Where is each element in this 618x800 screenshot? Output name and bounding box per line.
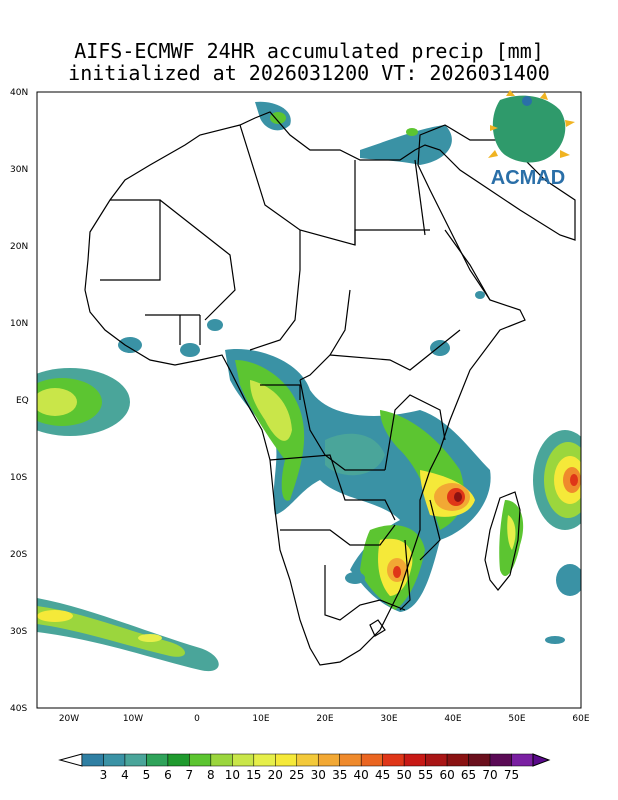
lon-tick-40e: 40E: [444, 714, 461, 724]
lon-tick-labels: 20W 10W 0 10E 20E 30E 40E 50E 60E: [59, 714, 590, 724]
colorbar-level-label: 15: [246, 768, 261, 782]
colorbar-swatch: [489, 753, 512, 767]
colorbar-level-label: 70: [482, 768, 497, 782]
colorbar-level-label: 75: [504, 768, 519, 782]
colorbar-level-label: 30: [311, 768, 326, 782]
colorbar-level-label: 25: [289, 768, 304, 782]
colorbar: 3 4 5 6 7 8 10 15 20 25 30 35 40 45 50 55 60 65 70 75: [58, 753, 551, 782]
colorbar-swatch: [511, 753, 534, 767]
lon-tick-0: 0: [194, 714, 200, 724]
colorbar-level-label: 6: [164, 768, 172, 782]
lat-tick-30s: 30S: [10, 627, 27, 637]
lon-tick-30e: 30E: [380, 714, 397, 724]
acmad-logo: ACMAD: [488, 90, 575, 189]
colorbar-level-label: 55: [418, 768, 433, 782]
precip-area-atlantic: [37, 368, 130, 436]
colorbar-level-label: 4: [121, 768, 129, 782]
colorbar-swatch: [81, 753, 104, 767]
colorbar-level-label: 35: [332, 768, 347, 782]
lat-tick-10s: 10S: [10, 473, 27, 483]
colorbar-level-label: 8: [207, 768, 215, 782]
precip-field: [37, 101, 581, 672]
colorbar-arrow-low: [58, 753, 83, 767]
colorbar-swatch: [446, 753, 469, 767]
precip-area-botswana: [345, 572, 365, 584]
colorbar-swatch: [210, 753, 233, 767]
lat-tick-40n: 40N: [10, 88, 28, 98]
lat-tick-labels: 40N 30N 20N 10N EQ 10S 20S 30S 40S: [10, 88, 29, 714]
lat-tick-40s: 40S: [10, 704, 27, 714]
lon-tick-20w: 20W: [59, 714, 79, 724]
precip-area-southern-ocean: [545, 636, 565, 644]
madagascar-outline: [484, 491, 521, 591]
colorbar-swatch: [296, 753, 319, 767]
colorbar-swatch: [103, 753, 126, 767]
colorbar-level-label: 50: [397, 768, 412, 782]
plot-frame: [36, 91, 582, 709]
coastlines: [84, 111, 576, 666]
precip-area-yemen: [475, 291, 485, 299]
colorbar-level-label: 45: [375, 768, 390, 782]
colorbar-swatch: [317, 753, 340, 767]
lat-tick-30n: 30N: [10, 165, 28, 175]
colorbar-level-label: 5: [143, 768, 151, 782]
colorbar-swatch: [167, 753, 190, 767]
lon-tick-10w: 10W: [123, 714, 143, 724]
acmad-africa-logo-icon: [492, 95, 566, 163]
colorbar-swatch: [253, 753, 276, 767]
lat-tick-20s: 20S: [10, 550, 27, 560]
lat-tick-20n: 20N: [10, 242, 28, 252]
precip-area-mediterranean: [255, 101, 452, 165]
colorbar-swatch: [382, 753, 405, 767]
colorbar-swatch: [425, 753, 448, 767]
colorbar-level-label: 60: [439, 768, 454, 782]
colorbar-swatch: [339, 753, 362, 767]
colorbar-level-label: 65: [461, 768, 476, 782]
colorbar-swatch: [403, 753, 426, 767]
precip-area-west-africa-2: [180, 343, 200, 357]
precip-area-indian-ocean: [533, 430, 581, 596]
colorbar-level-label: 40: [354, 768, 369, 782]
colorbar-swatch: [232, 753, 255, 767]
precip-area-nigeria: [207, 319, 223, 331]
lon-tick-20e: 20E: [316, 714, 333, 724]
lon-tick-60e: 60E: [572, 714, 589, 724]
lon-tick-50e: 50E: [508, 714, 525, 724]
colorbar-swatch: [468, 753, 491, 767]
precip-area-west-africa: [118, 337, 142, 353]
precip-area-madagascar: [499, 500, 524, 576]
lat-tick-10n: 10N: [10, 319, 28, 329]
title-line-1: AIFS-ECMWF 24HR accumulated precip [mm]: [74, 39, 544, 63]
title-line-2: initialized at 2026031200 VT: 2026031400: [68, 61, 550, 85]
colorbar-swatch: [360, 753, 383, 767]
lat-tick-eq: EQ: [16, 396, 29, 406]
colorbar-swatch: [275, 753, 298, 767]
colorbar-swatch: [146, 753, 169, 767]
acmad-drop-icon: [522, 96, 532, 106]
precip-area-south-atlantic: [37, 598, 219, 672]
acmad-logo-text: ACMAD: [491, 167, 565, 189]
lon-tick-10e: 10E: [252, 714, 269, 724]
colorbar-level-label: 10: [225, 768, 240, 782]
precip-area-ethiopia: [430, 340, 450, 356]
colorbar-level-label: 3: [100, 768, 108, 782]
colorbar-swatch: [124, 753, 147, 767]
colorbar-level-label: 20: [268, 768, 283, 782]
colorbar-level-label: 7: [186, 768, 194, 782]
colorbar-swatch: [189, 753, 212, 767]
colorbar-arrow-high: [532, 753, 551, 767]
